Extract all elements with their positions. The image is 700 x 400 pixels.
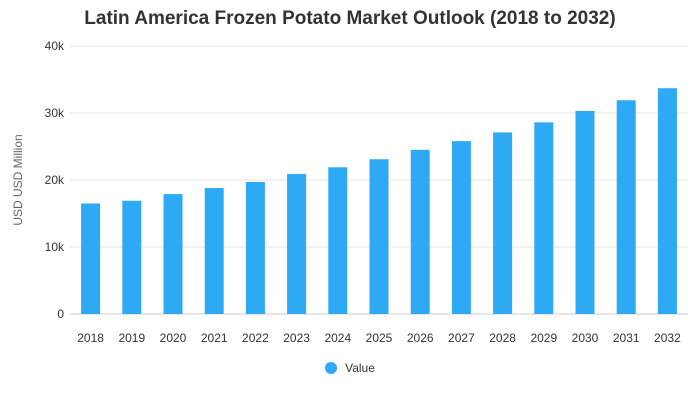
x-tick-label: 2022 xyxy=(242,331,269,345)
bar-2023[interactable] xyxy=(287,173,307,314)
bars xyxy=(81,88,677,315)
bar-2021[interactable] xyxy=(204,188,224,314)
y-tick-label: 20k xyxy=(45,173,65,187)
bar-2019[interactable] xyxy=(122,200,142,314)
legend-label[interactable]: Value xyxy=(345,361,375,375)
bar-2024[interactable] xyxy=(328,167,348,314)
bar-2020[interactable] xyxy=(163,194,183,314)
x-tick-label: 2026 xyxy=(407,331,434,345)
bar-2027[interactable] xyxy=(451,141,471,314)
bar-2022[interactable] xyxy=(245,182,265,314)
bar-2028[interactable] xyxy=(493,132,513,314)
x-tick-label: 2023 xyxy=(283,331,310,345)
x-tick-label: 2024 xyxy=(324,331,351,345)
bar-2032[interactable] xyxy=(657,88,677,315)
bar-2018[interactable] xyxy=(81,203,101,314)
legend-swatch xyxy=(325,362,338,374)
x-tick-label: 2019 xyxy=(118,331,145,345)
y-axis-label: USD USD Million xyxy=(11,134,25,225)
x-tick-label: 2028 xyxy=(489,331,516,345)
x-tick-label: 2030 xyxy=(572,331,599,345)
chart-title: Latin America Frozen Potato Market Outlo… xyxy=(84,8,616,29)
x-tick-label: 2031 xyxy=(613,331,640,345)
x-tick-label: 2029 xyxy=(530,331,557,345)
legend: Value xyxy=(0,361,700,375)
bar-2031[interactable] xyxy=(616,100,636,315)
x-tick-label: 2021 xyxy=(201,331,228,345)
bar-2026[interactable] xyxy=(410,149,430,314)
x-axis: 2018 2019 2020 2021 2022 2023 2024 2025 2026 2027… xyxy=(77,331,681,345)
x-tick-label: 2025 xyxy=(366,331,393,345)
x-tick-label: 2032 xyxy=(654,331,681,345)
y-tick-label: 30k xyxy=(45,106,65,120)
y-tick-label: 10k xyxy=(45,240,65,254)
x-tick-label: 2018 xyxy=(77,331,104,345)
y-tick-label: 40k xyxy=(45,39,65,53)
bar-2030[interactable] xyxy=(575,110,595,315)
bar-2025[interactable] xyxy=(369,159,389,314)
x-tick-label: 2020 xyxy=(160,331,187,345)
y-axis: 0 10k 20k 30k 40k xyxy=(45,39,65,321)
bar-2029[interactable] xyxy=(534,122,554,314)
y-tick-label: 0 xyxy=(57,307,64,321)
x-tick-label: 2027 xyxy=(448,331,475,345)
